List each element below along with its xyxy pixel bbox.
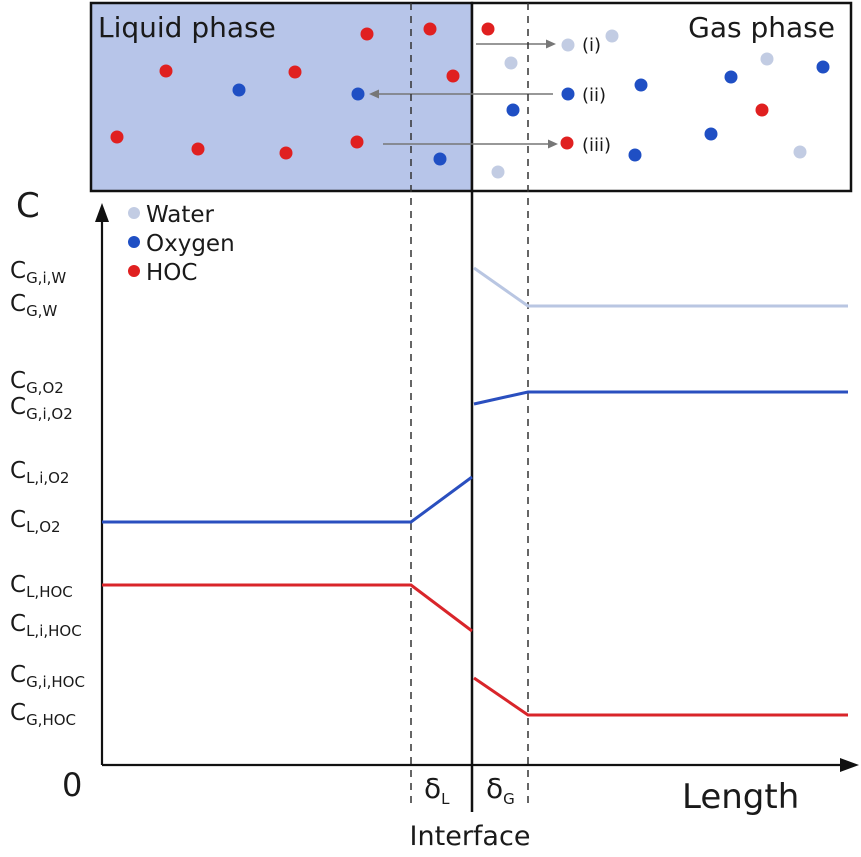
- transfer-arrows: [369, 39, 558, 149]
- oxygen-molecule: [704, 127, 718, 141]
- y-axis-label: C: [16, 186, 40, 226]
- hoc-molecule: [350, 135, 364, 149]
- gas-phase-label: Gas phase: [688, 11, 835, 44]
- gas-phase-box: [470, 1, 853, 193]
- oxygen-molecule: [232, 83, 246, 97]
- legend-hoc-marker: [128, 265, 140, 277]
- legend-oxygen-label: Oxygen: [146, 231, 235, 257]
- liquid-phase-box: [89, 1, 474, 193]
- hoc-molecule: [159, 64, 173, 78]
- transfer-label-ii: (ii): [582, 85, 606, 106]
- y-tick-label-clhoc: CL,HOC: [10, 572, 73, 601]
- hoc-profile-liquid: [102, 583, 473, 633]
- hoc-molecule: [110, 130, 124, 144]
- hoc-molecule: [446, 69, 460, 83]
- oxygen-molecule: [506, 103, 520, 117]
- oxygen-molecule: [816, 60, 830, 74]
- x-axis-label: Length: [682, 777, 799, 817]
- y-tick-label-cgiw: CG,i,W: [10, 258, 66, 287]
- oxygen-molecule: [724, 70, 738, 84]
- oxygen-molecule: [433, 152, 447, 166]
- hoc-molecule: [423, 22, 437, 36]
- arrow-head: [548, 139, 558, 149]
- water-profile-line: [473, 266, 848, 308]
- water-molecule: [504, 56, 518, 70]
- y-tick-label-clihoc: CL,i,HOC: [10, 611, 82, 640]
- delta-g-label: δG: [486, 772, 515, 808]
- water-molecule: [561, 38, 575, 52]
- liquid-molecules: [110, 22, 460, 166]
- y-tick-label-clio2: CL,i,O2: [10, 458, 69, 487]
- water-molecule: [760, 52, 774, 66]
- hoc-molecule: [560, 136, 574, 150]
- hoc-profile-gas: [473, 676, 848, 717]
- water-molecule: [605, 29, 619, 43]
- x-axis-arrowhead: [840, 758, 859, 772]
- arrow-head: [546, 39, 556, 49]
- y-tick-labels: CG,i,W CG,W CG,O2 CG,i,O2 CL,i,O2 CL,O2 …: [10, 258, 85, 729]
- hoc-molecule: [288, 65, 302, 79]
- oxygen-molecule: [351, 87, 365, 101]
- oxygen-molecule: [561, 87, 575, 101]
- oxygen-profile-liquid: [102, 475, 473, 524]
- y-tick-label-cghoc: CG,HOC: [10, 700, 76, 729]
- interface-label: Interface: [410, 821, 531, 852]
- water-molecule: [491, 165, 505, 179]
- y-tick-label-cgo2: CG,O2: [10, 368, 64, 397]
- delta-l-label: δL: [424, 772, 450, 808]
- y-axis-arrowhead: [95, 203, 109, 222]
- transfer-label-i: (i): [582, 35, 601, 56]
- transfer-label-iii: (iii): [582, 135, 611, 156]
- liquid-phase-label: Liquid phase: [98, 11, 276, 44]
- oxygen-molecule: [628, 148, 642, 162]
- arrow-head: [369, 89, 379, 99]
- legend-oxygen-marker: [128, 236, 140, 248]
- hoc-molecule: [481, 22, 495, 36]
- hoc-molecule: [279, 146, 293, 160]
- legend-water-label: Water: [146, 202, 215, 228]
- gas-molecules: [481, 22, 830, 179]
- y-tick-label-cgihoc: CG,i,HOC: [10, 662, 85, 691]
- hoc-molecule: [191, 142, 205, 156]
- legend-water-marker: [128, 207, 140, 219]
- origin-label: 0: [62, 766, 82, 804]
- water-molecule: [793, 145, 807, 159]
- hoc-molecule: [360, 27, 374, 41]
- legend-hoc-label: HOC: [146, 260, 197, 286]
- y-tick-label-cgw: CG,W: [10, 291, 57, 320]
- oxygen-molecule: [634, 78, 648, 92]
- hoc-molecule: [755, 103, 769, 117]
- oxygen-profile-gas: [473, 390, 848, 406]
- y-tick-label-clo2: CL,O2: [10, 507, 61, 536]
- y-tick-label-cgio2: CG,i,O2: [10, 394, 73, 423]
- legend: Water Oxygen HOC: [128, 202, 235, 286]
